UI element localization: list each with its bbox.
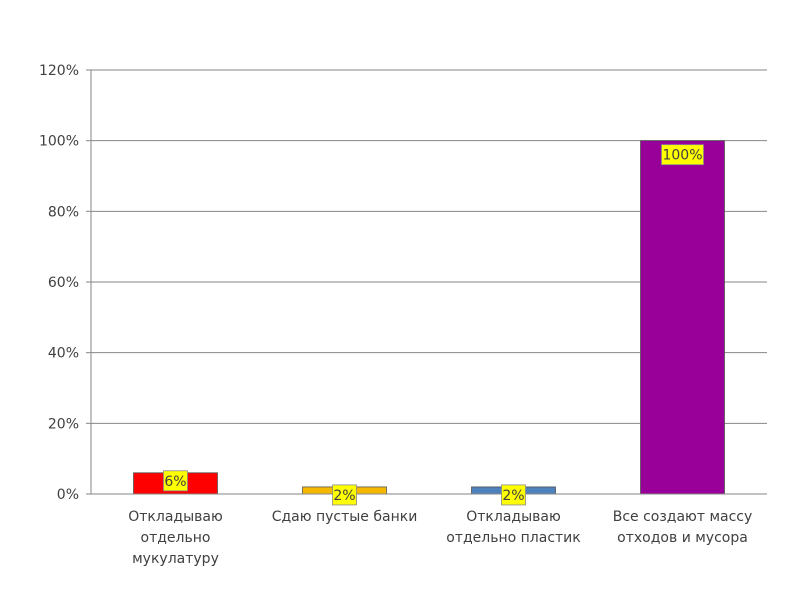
data-labels: 6% 2% 2% 100% <box>163 144 704 506</box>
data-label: 6% <box>163 470 188 492</box>
data-label-text: 2% <box>333 488 355 504</box>
data-label-text: 100% <box>662 148 702 164</box>
y-tick-label: 40% <box>48 346 79 362</box>
bar <box>640 140 725 495</box>
category-label: отдельно <box>141 530 211 546</box>
y-tick-label: 120% <box>39 63 79 79</box>
category-label: мукулатуру <box>132 551 219 567</box>
category-label: Откладываю <box>128 509 223 525</box>
x-axis-category-labels: Откладываю отдельно мукулатуру Сдаю пустые … <box>128 509 752 567</box>
axes <box>86 69 767 495</box>
y-tick-label: 20% <box>48 416 79 432</box>
category-label: Сдаю пустые банки <box>272 509 418 525</box>
y-tick-label: 100% <box>39 134 79 150</box>
data-label-box <box>332 484 357 506</box>
data-label-text: 6% <box>164 474 186 490</box>
data-label: 2% <box>501 484 526 506</box>
bars <box>133 140 725 495</box>
y-tick-label: 0% <box>57 487 79 503</box>
category-label: Откладываю <box>466 509 561 525</box>
y-axis-tick-labels: 0% 20% 40% 60% 80% 100% 120% <box>39 63 79 503</box>
category-label: Все создают массу <box>613 509 753 525</box>
data-label: 2% <box>332 484 357 506</box>
data-label-box <box>163 470 188 492</box>
data-label: 100% <box>661 144 704 166</box>
y-tick-label: 60% <box>48 275 79 291</box>
y-tick-label: 80% <box>48 204 79 220</box>
data-label-text: 2% <box>502 488 524 504</box>
category-label: отходов и мусора <box>617 530 748 546</box>
category-label: отдельно пластик <box>446 530 580 546</box>
data-label-box <box>501 484 526 506</box>
data-label-box <box>661 144 704 166</box>
